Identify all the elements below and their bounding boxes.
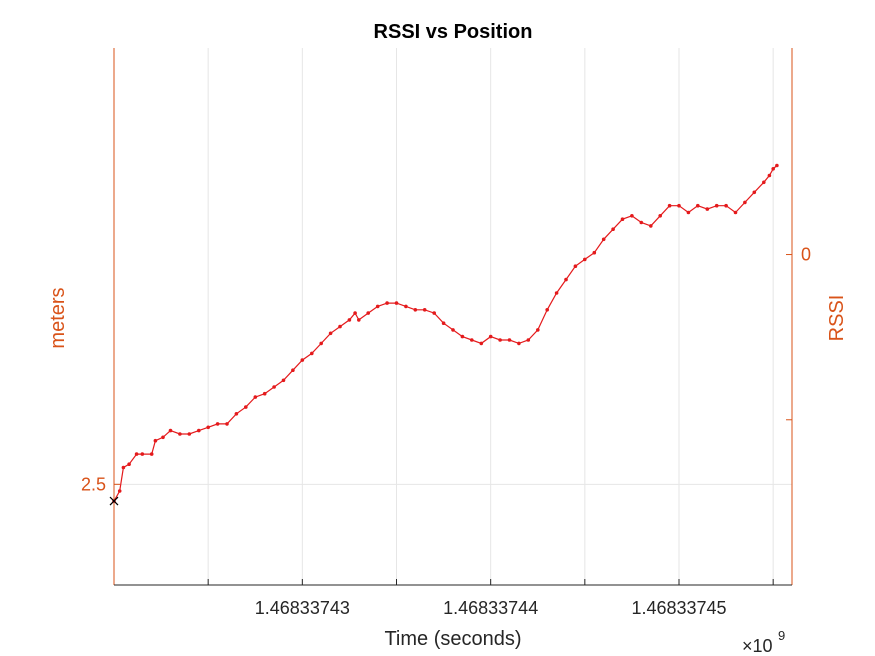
series-point bbox=[488, 334, 493, 339]
series-point bbox=[291, 368, 295, 373]
series-point bbox=[168, 428, 173, 433]
series-point bbox=[470, 338, 474, 342]
series-point bbox=[573, 264, 578, 269]
series-point bbox=[771, 167, 775, 171]
series-point bbox=[775, 163, 779, 168]
series-point bbox=[272, 385, 276, 389]
series-point bbox=[601, 237, 606, 242]
series-point bbox=[178, 432, 182, 436]
plot-area bbox=[109, 163, 779, 506]
ticks: 1.46833743 1.46833744 1.46833745 2.5 0 bbox=[81, 245, 811, 618]
series-point bbox=[281, 378, 286, 383]
series-point bbox=[460, 334, 465, 339]
series-point bbox=[743, 200, 747, 205]
series-point bbox=[375, 304, 380, 309]
series-point bbox=[140, 452, 145, 456]
series-point bbox=[767, 173, 772, 178]
left-y-axis-label: meters bbox=[47, 287, 69, 348]
series-point bbox=[724, 203, 728, 208]
series-point bbox=[347, 318, 352, 322]
series-point bbox=[592, 250, 597, 255]
series-point bbox=[262, 391, 267, 396]
series-point bbox=[366, 311, 371, 315]
svg-text:×10: ×10 bbox=[742, 636, 773, 656]
series-point bbox=[686, 210, 691, 215]
series-point bbox=[149, 452, 154, 456]
series-point bbox=[611, 227, 615, 231]
series-point bbox=[705, 207, 710, 211]
series-point bbox=[479, 341, 484, 346]
series-point bbox=[714, 203, 719, 208]
series-point bbox=[197, 428, 201, 433]
series-point bbox=[583, 257, 587, 262]
series-point bbox=[639, 220, 644, 225]
series-point bbox=[441, 321, 446, 326]
series-point bbox=[422, 308, 427, 312]
series-point bbox=[507, 338, 512, 342]
series-point bbox=[564, 277, 568, 282]
series-point bbox=[127, 462, 131, 467]
series-point bbox=[161, 435, 165, 440]
series-point bbox=[338, 324, 342, 329]
x-tick-label: 1.46833744 bbox=[443, 598, 538, 618]
chart-title: RSSI vs Position bbox=[374, 21, 533, 43]
series-point bbox=[310, 351, 314, 356]
series-point bbox=[498, 338, 502, 342]
series-point bbox=[517, 341, 521, 346]
grid bbox=[114, 48, 792, 585]
series-point bbox=[385, 301, 389, 305]
series-point bbox=[696, 203, 700, 208]
series-point bbox=[620, 217, 625, 221]
series-point bbox=[451, 328, 455, 332]
series-point bbox=[649, 224, 653, 228]
series-point bbox=[630, 214, 634, 218]
start-marker bbox=[109, 496, 119, 506]
series-point bbox=[300, 358, 305, 362]
series-point bbox=[328, 331, 333, 336]
series-point bbox=[752, 190, 757, 195]
series-point bbox=[234, 412, 239, 416]
x-tick-label: 1.46833743 bbox=[255, 598, 350, 618]
start-marker-stroke bbox=[109, 496, 119, 506]
series-point bbox=[215, 422, 220, 426]
svg-text:9: 9 bbox=[778, 628, 785, 643]
series-point bbox=[253, 395, 258, 399]
series-point bbox=[319, 341, 324, 346]
axes bbox=[113, 48, 793, 586]
series-point bbox=[733, 210, 738, 215]
series-point bbox=[357, 318, 361, 322]
series-point bbox=[677, 203, 681, 208]
series-point bbox=[413, 308, 418, 312]
series-point bbox=[545, 308, 549, 312]
series-point bbox=[667, 203, 672, 208]
left-y-tick-label: 2.5 bbox=[81, 474, 106, 494]
right-y-axis-label: RSSI bbox=[826, 295, 848, 342]
x-axis-label: Time (seconds) bbox=[384, 628, 521, 650]
series-point bbox=[187, 432, 192, 436]
series-point bbox=[432, 311, 437, 315]
series-point bbox=[658, 214, 662, 218]
series-point bbox=[536, 328, 540, 332]
x-tick-label: 1.46833745 bbox=[631, 598, 726, 618]
series-point bbox=[526, 338, 531, 342]
series-point bbox=[225, 422, 229, 426]
series-point bbox=[153, 438, 158, 443]
series-point bbox=[353, 311, 357, 315]
series-point bbox=[206, 425, 210, 430]
series-point bbox=[762, 180, 766, 185]
series-point bbox=[121, 465, 126, 470]
x-exponent: ×10 9 bbox=[742, 628, 785, 656]
series-point bbox=[244, 405, 248, 409]
right-y-tick-label: 0 bbox=[801, 245, 811, 265]
series-point bbox=[394, 301, 399, 305]
series-point bbox=[134, 452, 139, 456]
series-point bbox=[117, 489, 122, 493]
series-point bbox=[554, 291, 559, 295]
series-line bbox=[113, 165, 778, 502]
series-point bbox=[404, 304, 408, 309]
